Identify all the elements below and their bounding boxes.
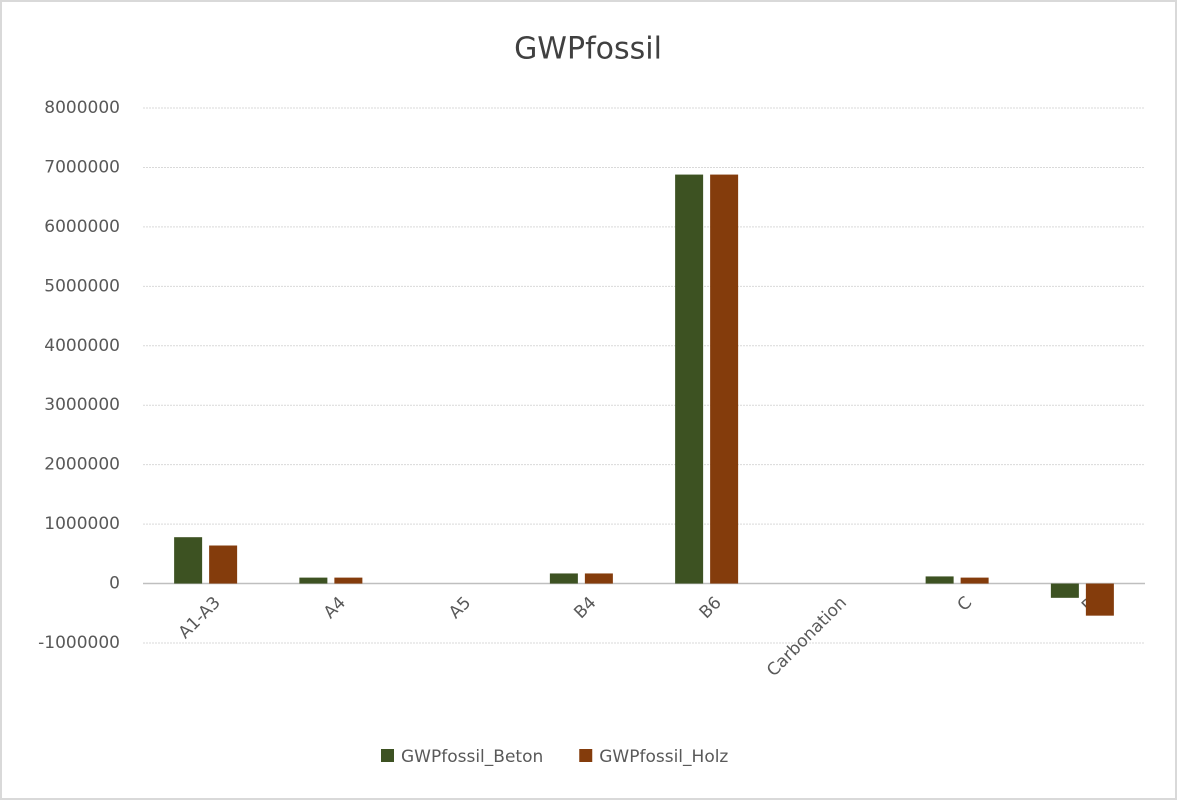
- legend-label: GWPfossil_Holz: [599, 747, 728, 767]
- y-tick-label: 3000000: [44, 395, 120, 415]
- bar: [1050, 583, 1079, 598]
- bar: [1085, 583, 1114, 616]
- bar: [174, 537, 203, 584]
- y-tick-label: 5000000: [44, 276, 120, 296]
- legend-swatch: [579, 749, 593, 762]
- y-tick-label: 0: [109, 574, 120, 594]
- bar: [549, 573, 578, 584]
- legend-swatch: [381, 749, 394, 762]
- y-tick-label: 2000000: [44, 455, 120, 475]
- bar: [209, 545, 238, 584]
- y-tick-label: -1000000: [38, 633, 120, 653]
- bar: [925, 576, 954, 584]
- bar: [584, 573, 613, 584]
- y-tick-label: 7000000: [44, 157, 120, 177]
- y-tick-label: 1000000: [44, 514, 120, 534]
- bar: [299, 577, 328, 584]
- chart-title: GWPfossil: [514, 32, 662, 67]
- bar: [960, 577, 989, 584]
- bar: [710, 174, 739, 584]
- y-tick-label: 4000000: [44, 336, 120, 356]
- y-tick-label: 8000000: [44, 98, 120, 118]
- bar: [675, 174, 704, 584]
- legend-label: GWPfossil_Beton: [401, 747, 543, 767]
- y-tick-label: 6000000: [44, 217, 120, 237]
- bar: [334, 577, 363, 584]
